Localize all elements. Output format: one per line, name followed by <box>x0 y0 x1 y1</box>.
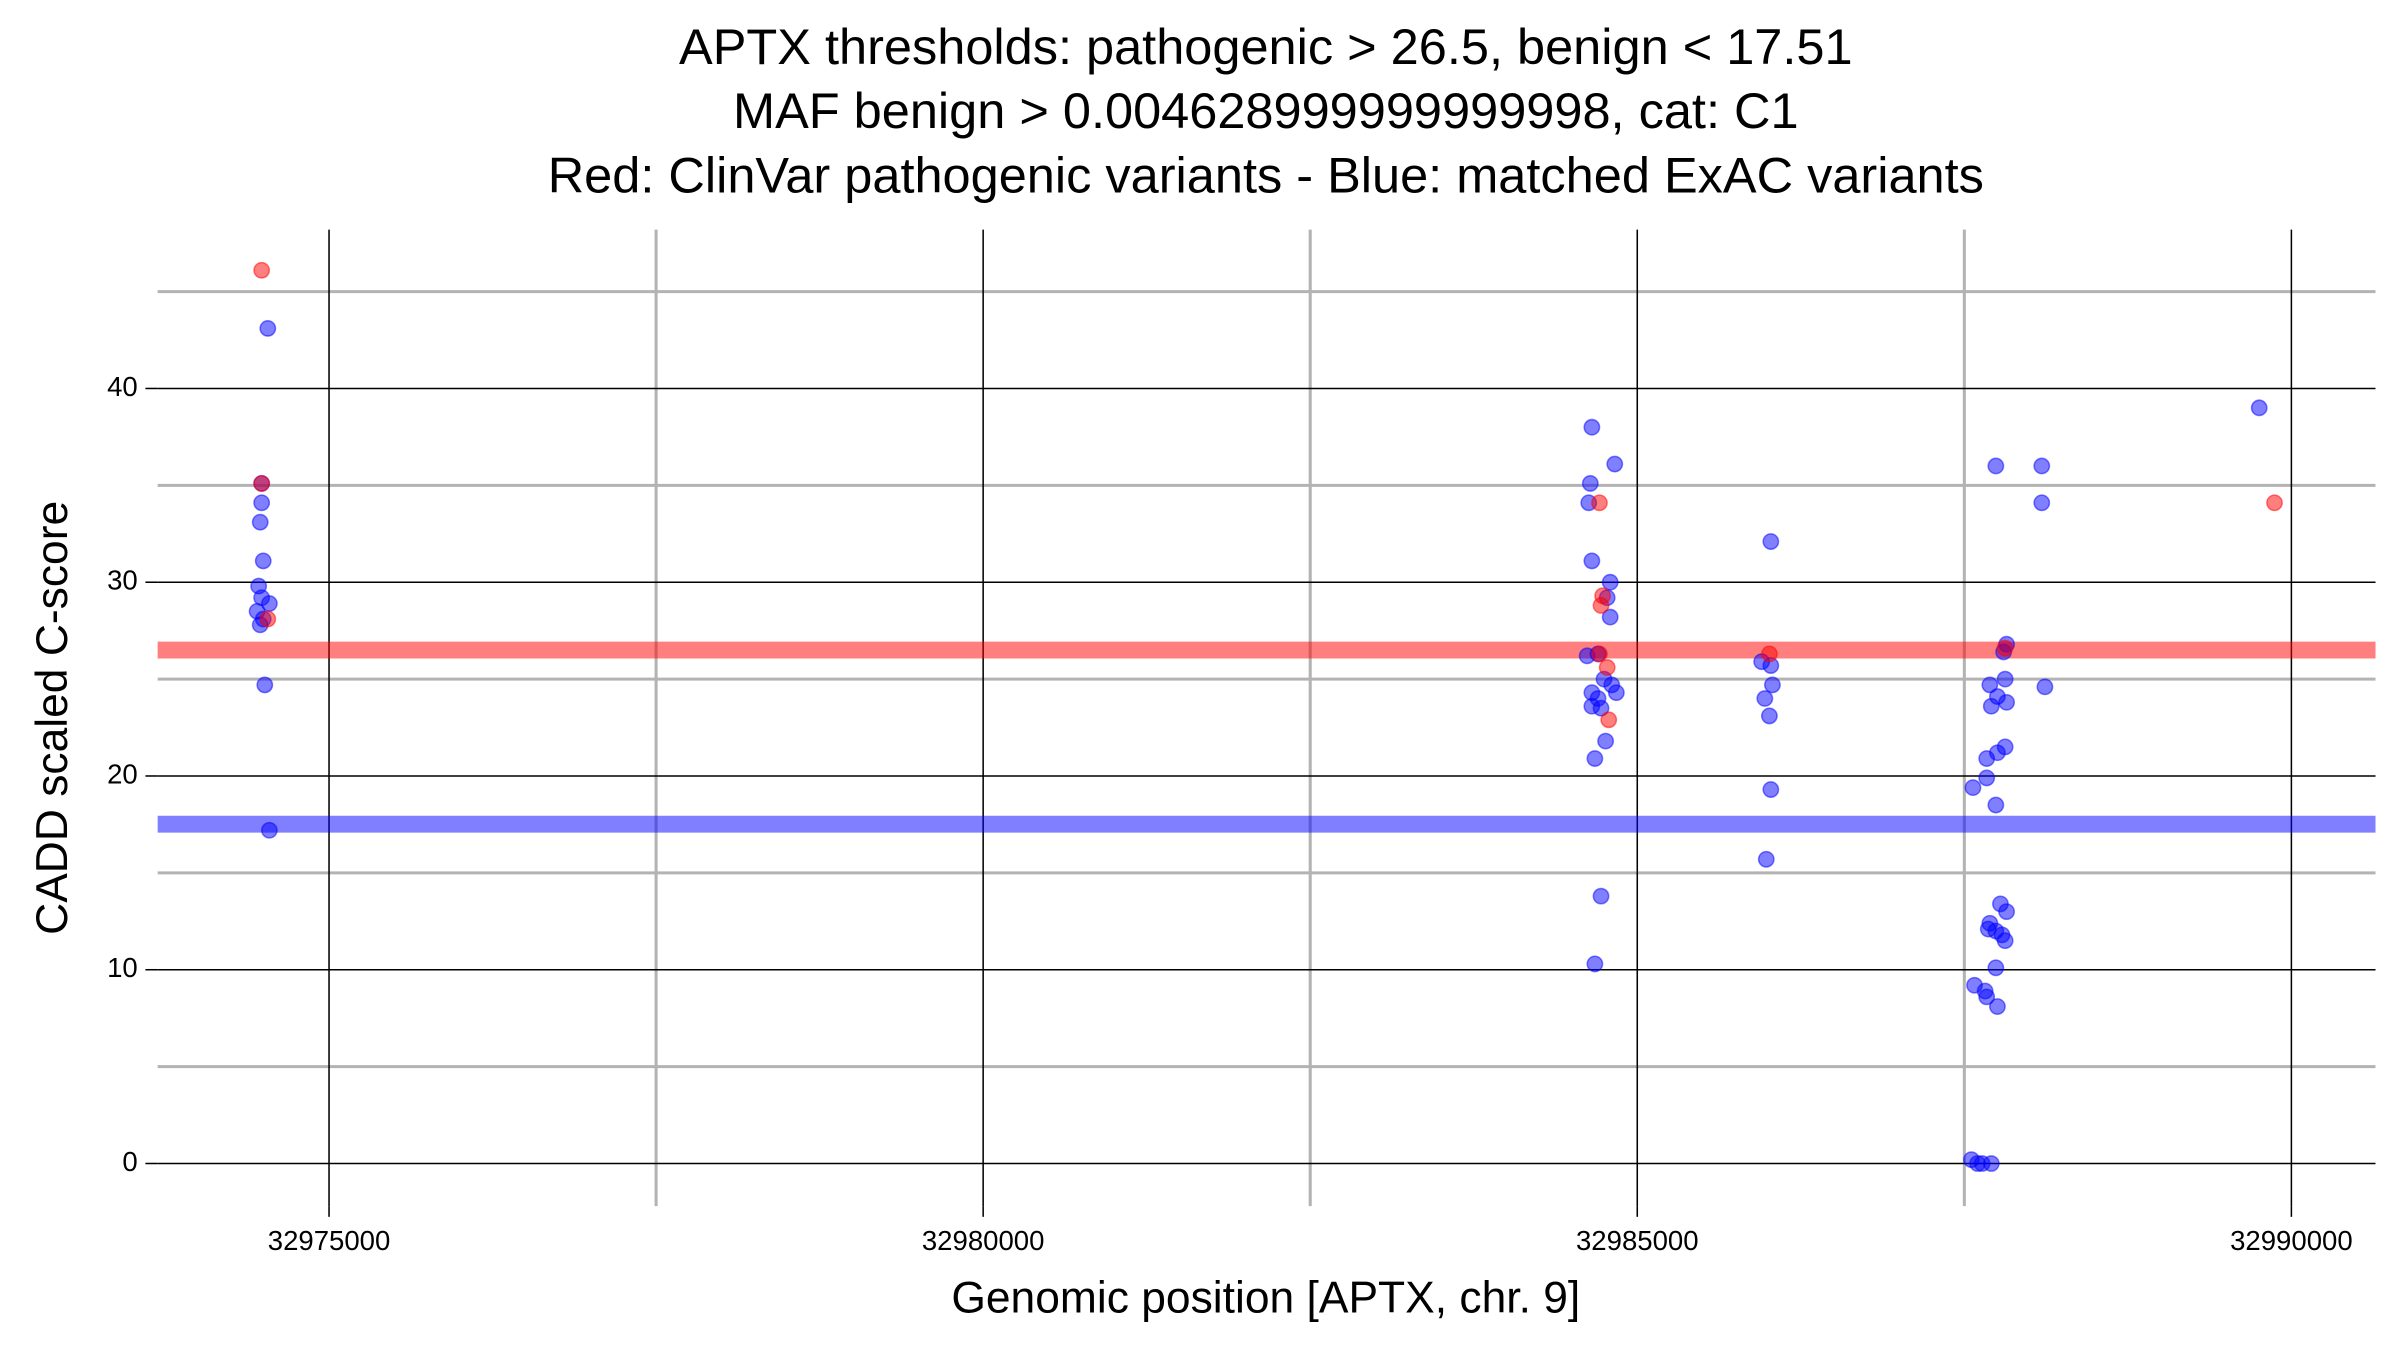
point <box>2266 494 2283 512</box>
point <box>1597 732 1615 750</box>
point <box>1598 659 1616 676</box>
y-tick-label: 40 <box>107 371 138 402</box>
point <box>260 821 278 839</box>
point <box>1760 645 1778 663</box>
point <box>1756 690 1774 707</box>
point <box>1996 932 2014 950</box>
point <box>1987 959 2005 977</box>
point <box>1592 887 1610 905</box>
point <box>1760 707 1778 725</box>
point <box>1757 850 1775 868</box>
point <box>253 494 271 512</box>
x-tick-label: 32985000 <box>1576 1225 1699 1256</box>
point <box>1600 711 1618 729</box>
y-tick-label: 20 <box>107 758 138 789</box>
point <box>1607 684 1625 702</box>
point <box>1592 699 1610 717</box>
point <box>1592 597 1610 614</box>
point <box>1987 457 2005 475</box>
point <box>1586 750 1604 767</box>
point <box>1998 903 2016 921</box>
y-tick-label: 30 <box>107 565 138 596</box>
point <box>259 610 277 628</box>
point <box>1998 693 2016 711</box>
y-axis-label: CADD scaled C-score <box>28 501 77 935</box>
point <box>1981 676 1999 694</box>
point <box>1606 455 1624 473</box>
point <box>1978 750 1996 767</box>
point <box>1982 1155 2000 1172</box>
point <box>1763 676 1781 694</box>
point <box>1581 474 1599 492</box>
point <box>1996 670 2014 688</box>
x-tick-label: 32990000 <box>2230 1225 2353 1256</box>
point <box>1982 697 2000 715</box>
point <box>1978 769 1996 787</box>
y-tick-label: 0 <box>122 1146 137 1177</box>
point <box>1989 998 2006 1015</box>
point <box>2036 678 2054 696</box>
x-tick-label: 32980000 <box>922 1225 1045 1256</box>
point <box>1601 573 1619 591</box>
point <box>253 474 271 492</box>
point <box>1583 552 1601 570</box>
chart-title: MAF benign > 0.004628999999999998, cat: … <box>733 82 1799 139</box>
chart-title: APTX thresholds: pathogenic > 26.5, beni… <box>679 18 1853 75</box>
point <box>1987 796 2005 814</box>
point <box>2033 457 2051 475</box>
point <box>2033 494 2051 512</box>
x-tick-label: 32975000 <box>268 1225 391 1256</box>
point <box>256 676 274 694</box>
y-tick-label: 10 <box>107 952 138 983</box>
point <box>1762 781 1780 798</box>
x-axis-label: Genomic position [APTX, chr. 9] <box>951 1274 1580 1323</box>
point <box>253 261 271 279</box>
point <box>1978 988 1996 1006</box>
point <box>1586 955 1604 973</box>
point <box>1601 608 1619 626</box>
point <box>2250 399 2268 417</box>
point <box>1996 639 2014 657</box>
point <box>1964 779 1982 797</box>
point <box>251 513 269 531</box>
point <box>1591 494 1608 512</box>
point <box>1762 533 1780 550</box>
point <box>1591 645 1608 663</box>
point <box>259 319 277 337</box>
chart-title: Red: ClinVar pathogenic variants - Blue:… <box>548 146 1984 203</box>
point <box>254 552 272 570</box>
point <box>1583 418 1601 436</box>
